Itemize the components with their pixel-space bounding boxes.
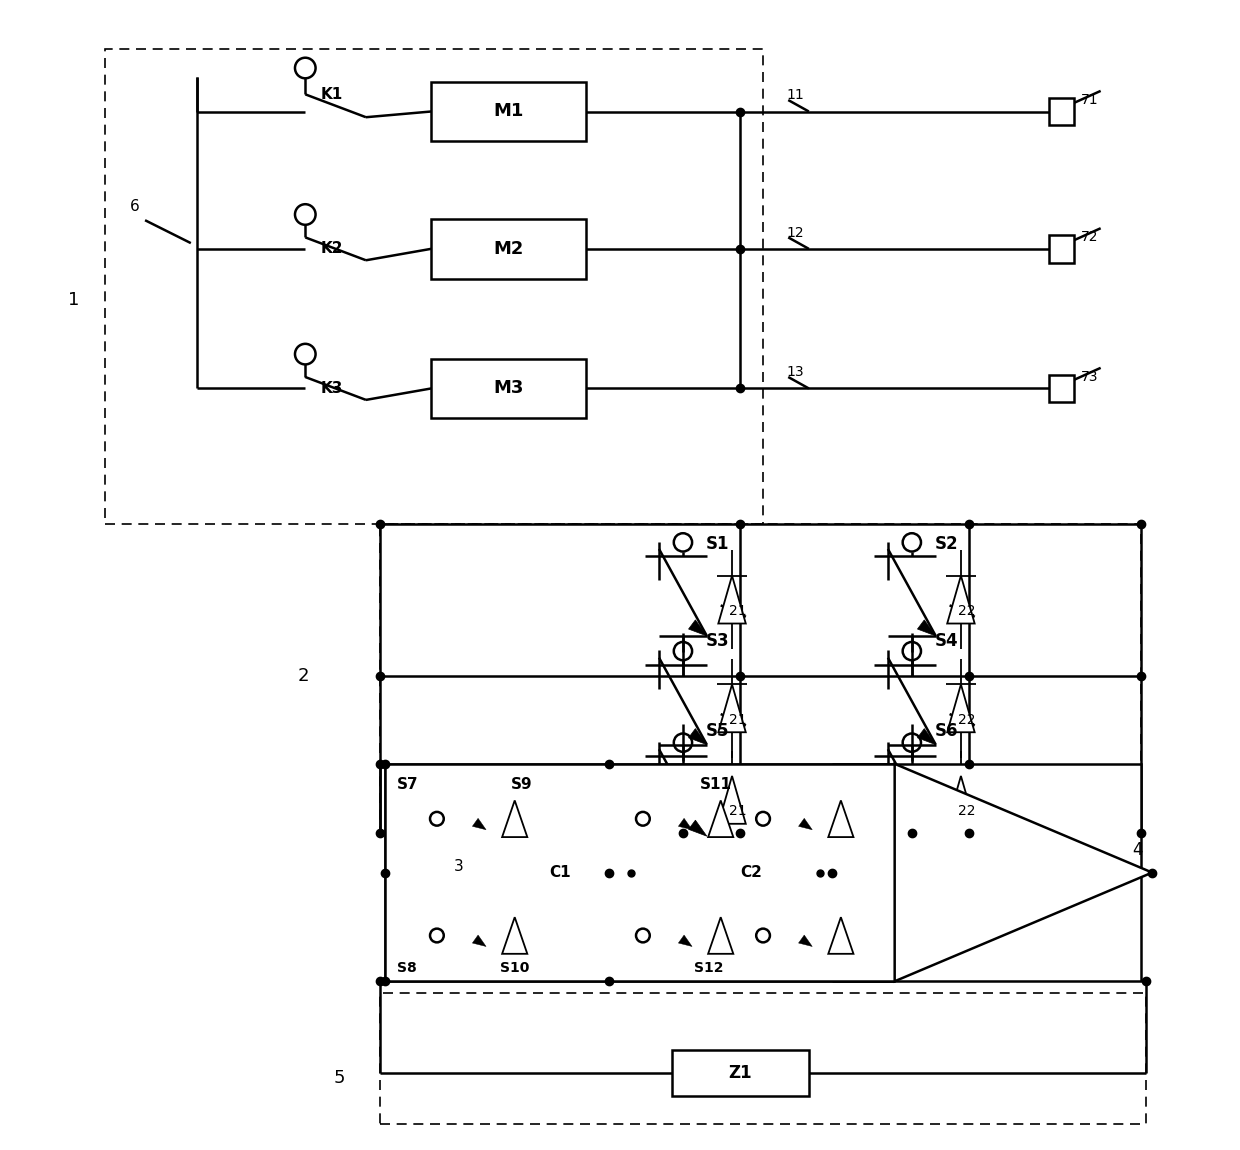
Polygon shape [718,684,745,733]
Text: S2: S2 [935,535,959,553]
Text: 21: 21 [729,604,746,618]
Polygon shape [947,684,975,733]
Polygon shape [895,764,1152,981]
Text: 11: 11 [786,89,804,102]
Polygon shape [799,935,812,946]
Polygon shape [918,820,936,836]
Polygon shape [718,776,745,823]
Text: C2: C2 [740,865,763,880]
Text: C1: C1 [549,865,572,880]
Bar [672,1050,808,1096]
Text: S9: S9 [511,777,533,792]
Text: 6: 6 [130,199,140,214]
Bar [379,992,1147,1125]
Bar [698,827,832,919]
Text: 5: 5 [334,1070,346,1087]
Text: S6: S6 [935,722,959,741]
Polygon shape [502,800,527,837]
Polygon shape [918,620,936,636]
Polygon shape [947,776,975,823]
Polygon shape [502,918,527,953]
Text: K2: K2 [320,242,342,256]
Text: 21: 21 [729,804,746,819]
Polygon shape [472,935,486,946]
Text: S12: S12 [694,960,724,974]
Text: 22: 22 [957,804,975,819]
Text: 4: 4 [1132,841,1143,859]
Text: M3: M3 [494,380,525,398]
Bar [432,220,585,278]
Text: 21: 21 [729,713,746,727]
Text: M2: M2 [494,240,525,258]
Bar [379,523,1141,833]
Polygon shape [688,820,707,836]
Polygon shape [718,576,745,623]
Text: S1: S1 [706,535,729,553]
Text: 13: 13 [786,366,804,380]
Polygon shape [799,819,812,830]
Bar [1049,235,1074,262]
Bar [105,48,763,523]
Polygon shape [708,918,733,953]
Bar [523,827,688,919]
Text: 12: 12 [786,225,804,240]
Polygon shape [678,819,692,830]
Text: M1: M1 [494,102,525,121]
Polygon shape [688,729,707,745]
Polygon shape [828,918,853,953]
Text: 22: 22 [957,713,975,727]
Polygon shape [678,935,692,946]
Text: S4: S4 [935,632,959,651]
Bar [432,359,585,419]
Text: S7: S7 [397,777,418,792]
Bar [1049,375,1074,402]
Bar [386,764,1141,981]
Bar [432,82,585,141]
Text: Z1: Z1 [728,1064,751,1082]
Bar [1049,98,1074,125]
Text: 72: 72 [1081,230,1099,245]
Polygon shape [688,620,707,636]
Text: K3: K3 [320,381,342,396]
Text: 2: 2 [298,667,309,684]
Text: 22: 22 [957,604,975,618]
Text: 1: 1 [68,291,79,309]
Polygon shape [947,576,975,623]
Text: 73: 73 [1081,370,1099,384]
Polygon shape [918,729,936,745]
Text: S8: S8 [397,960,417,974]
Text: S5: S5 [706,722,729,741]
Text: 71: 71 [1081,93,1099,107]
Polygon shape [472,819,486,830]
Text: K1: K1 [320,87,342,102]
Polygon shape [828,800,853,837]
Polygon shape [708,800,733,837]
Text: S10: S10 [500,960,529,974]
Text: 3: 3 [454,859,464,874]
Text: S11: S11 [701,777,732,792]
Text: S3: S3 [706,632,729,651]
